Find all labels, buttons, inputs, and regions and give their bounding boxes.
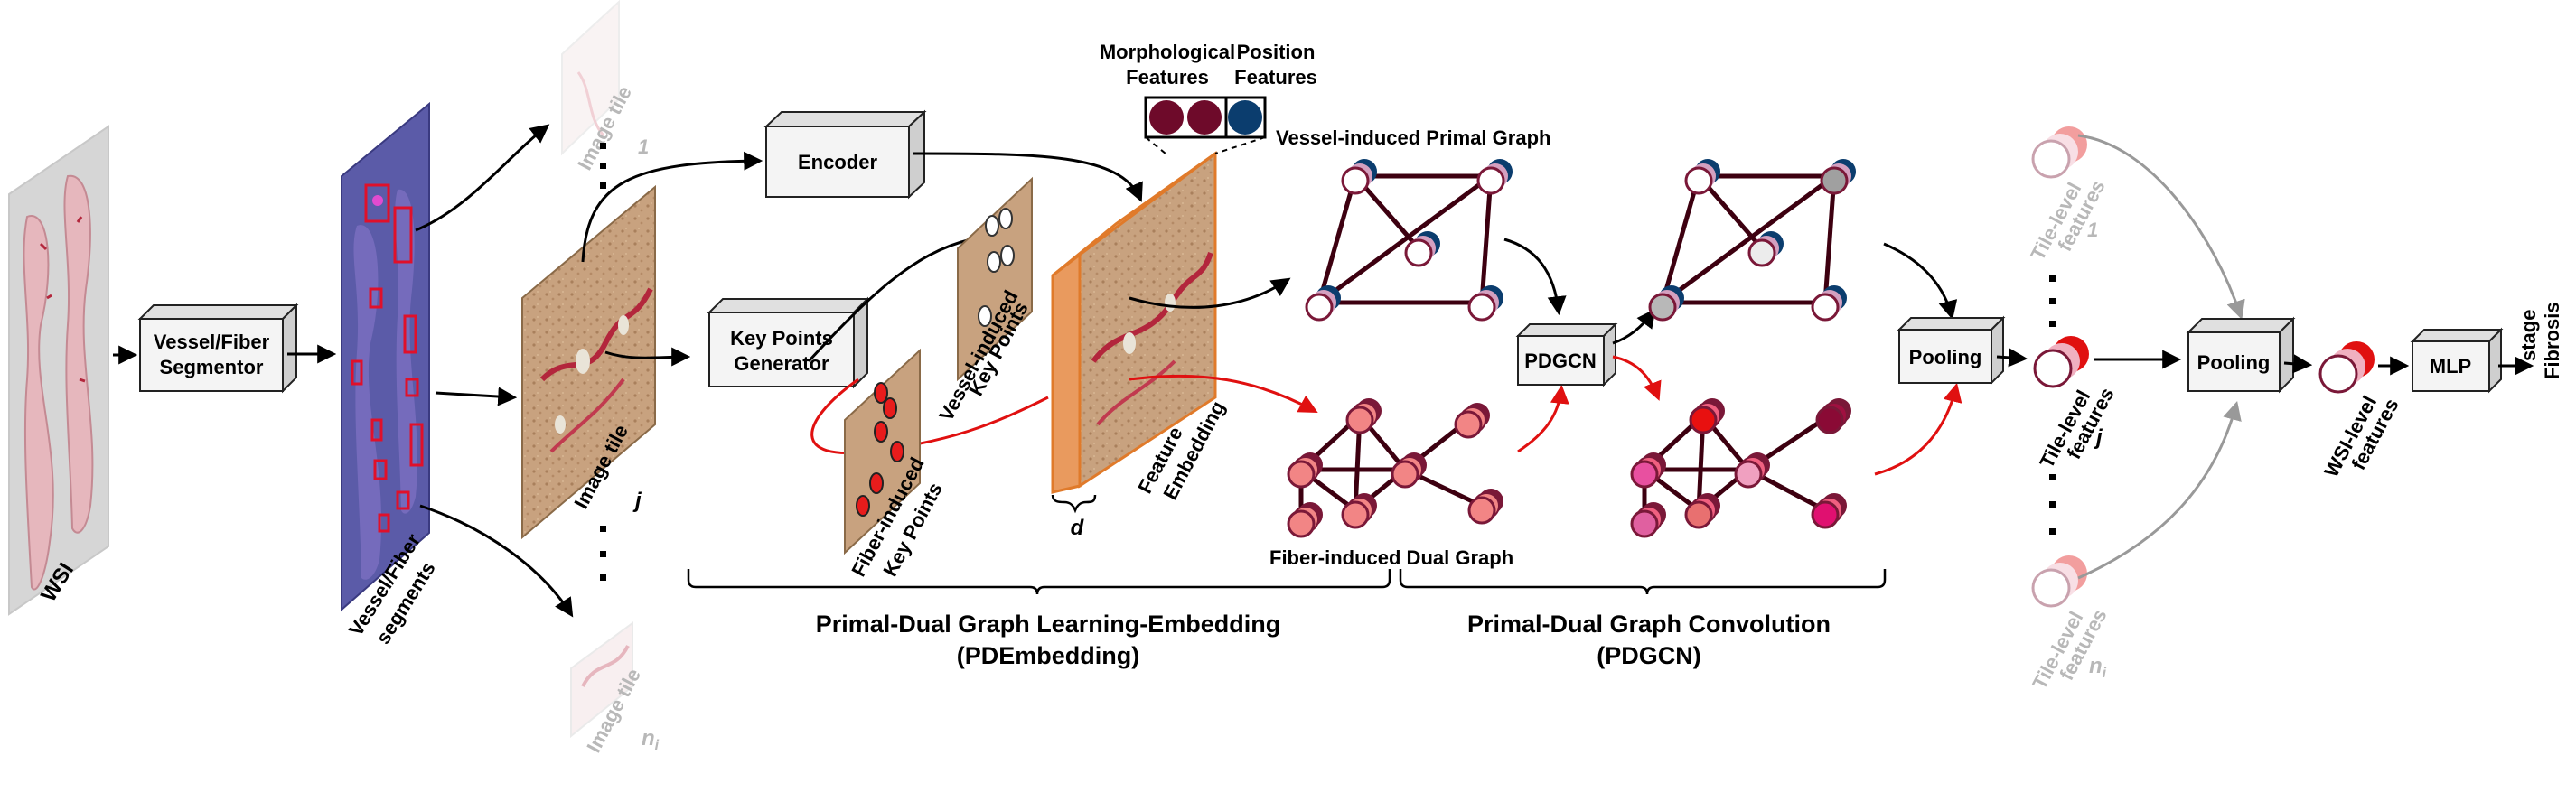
- morph-label-1: Morphological: [1100, 41, 1235, 63]
- pos-label-2: Features: [1234, 66, 1317, 89]
- arrow-pdgcn-to-primal2: [1612, 308, 1656, 345]
- dual-graph-label: Fiber-induced Dual Graph: [1269, 546, 1513, 569]
- fibrosis-label-1: Fibrosis: [2541, 302, 2563, 379]
- primal-graph-label: Vessel-induced Primal Graph: [1276, 126, 1550, 149]
- dim-brace: [1051, 494, 1097, 514]
- arrow-to-tile-j: [435, 387, 518, 406]
- fibrosis-label-2: stage: [2517, 310, 2540, 361]
- arrow-primal-to-pdgcn: [1503, 238, 1567, 316]
- tile-features-1-index: 1: [2087, 219, 2098, 241]
- tile-features-ni: [2031, 555, 2087, 608]
- keypoints-generator-box: Key Points Generator: [707, 296, 870, 389]
- segmentor-label-1: Vessel/Fiber: [154, 331, 270, 353]
- morph-feature-circle-2: [1187, 100, 1222, 135]
- section2-subtitle: (PDGCN): [1597, 642, 1701, 669]
- mlp-label: MLP: [2430, 355, 2471, 378]
- segmentor-box: Vessel/Fiber Segmentor: [137, 303, 299, 394]
- section2-brace: [1399, 569, 1887, 595]
- arrow-to-tile-1: [415, 124, 550, 232]
- arrow-tf1-to-pooling2: [2077, 134, 2245, 320]
- tile-ni-index: ni: [642, 726, 660, 753]
- pooling-2-label: Pooling: [2197, 351, 2271, 374]
- arrow-tile-to-keypoints: [604, 347, 691, 367]
- arrow-pooling2-to-wsi-features: [2283, 354, 2313, 374]
- arrow-to-tile-ni: [419, 504, 574, 618]
- dim-d-label: d: [1071, 516, 1085, 540]
- tile-features-ellipsis-bottom: [2049, 474, 2056, 535]
- section1-subtitle: (PDEmbedding): [957, 642, 1140, 669]
- arrow-pdgcn-to-dual2: [1612, 355, 1662, 401]
- wsi-slide: [8, 125, 109, 616]
- arrow-to-primal-graph: [1129, 277, 1291, 309]
- image-tile-1: [561, 0, 620, 156]
- section2-title: Primal-Dual Graph Convolution: [1467, 611, 1831, 638]
- image-tile-ni: [570, 621, 633, 739]
- feature-embedding-slab: [1051, 151, 1217, 494]
- keypoints-label-1: Key Points: [730, 327, 833, 350]
- feature-vector: [1144, 96, 1267, 154]
- pooling-box-2: Pooling: [2186, 316, 2296, 394]
- primal-graph-2: [1648, 159, 1856, 322]
- tile-j-index: j: [632, 489, 642, 513]
- section1-title: Primal-Dual Graph Learning-Embedding: [816, 611, 1281, 638]
- mlp-box: MLP: [2410, 327, 2504, 394]
- tile-features-1: [2031, 126, 2087, 179]
- tile-features-ellipsis-top: [2049, 275, 2056, 327]
- dual-graph-1: [1287, 398, 1503, 538]
- pdgcn-box: PDGCN: [1515, 322, 1618, 387]
- vessel-keypoints-tile: [957, 176, 1033, 382]
- morph-feature-circle-1: [1149, 100, 1184, 135]
- segmentor-label-2: Segmentor: [160, 356, 264, 378]
- pdgcn-label: PDGCN: [1524, 350, 1596, 372]
- arrow-tfni-to-pooling2: [2077, 400, 2242, 580]
- arrow-encoder-to-embedding: [912, 152, 1143, 202]
- segments-slide: [341, 101, 430, 612]
- image-tile-j: [521, 184, 656, 540]
- tile-1-index: 1: [638, 135, 649, 158]
- tile-features-j-index: j: [2094, 425, 2103, 450]
- arrow-to-dual-graph: [1129, 374, 1318, 413]
- pos-label-1: Position: [1237, 41, 1316, 63]
- encoder-label: Encoder: [798, 151, 877, 173]
- arrow-kp-to-vessel: [807, 238, 972, 363]
- arrow-dual2-to-pooling: [1874, 382, 1962, 476]
- arrow-tile-to-encoder: [581, 151, 763, 263]
- tile-features-ni-index: ni: [2089, 654, 2107, 681]
- fiber-keypoints-tile: [844, 348, 921, 555]
- primal-graph-1: [1305, 159, 1513, 322]
- morph-label-2: Features: [1126, 66, 1209, 89]
- wsi-features: [2318, 341, 2375, 394]
- encoder-box: Encoder: [763, 109, 927, 200]
- tile-features-j: [2033, 336, 2089, 388]
- pooling-1-label: Pooling: [1909, 346, 1982, 368]
- arrow-pooling-to-tile-features: [1996, 348, 2028, 368]
- section1-brace: [687, 569, 1391, 595]
- dual-graph-2: [1630, 398, 1851, 538]
- arrow-dual-to-pdgcn: [1517, 384, 1569, 453]
- pos-feature-circle: [1228, 100, 1262, 135]
- pooling-box-1: Pooling: [1897, 315, 2006, 386]
- arrow-primal2-to-pooling: [1883, 242, 1958, 321]
- tiles-ellipsis-top: [600, 143, 606, 189]
- tiles-ellipsis-bottom: [600, 526, 606, 581]
